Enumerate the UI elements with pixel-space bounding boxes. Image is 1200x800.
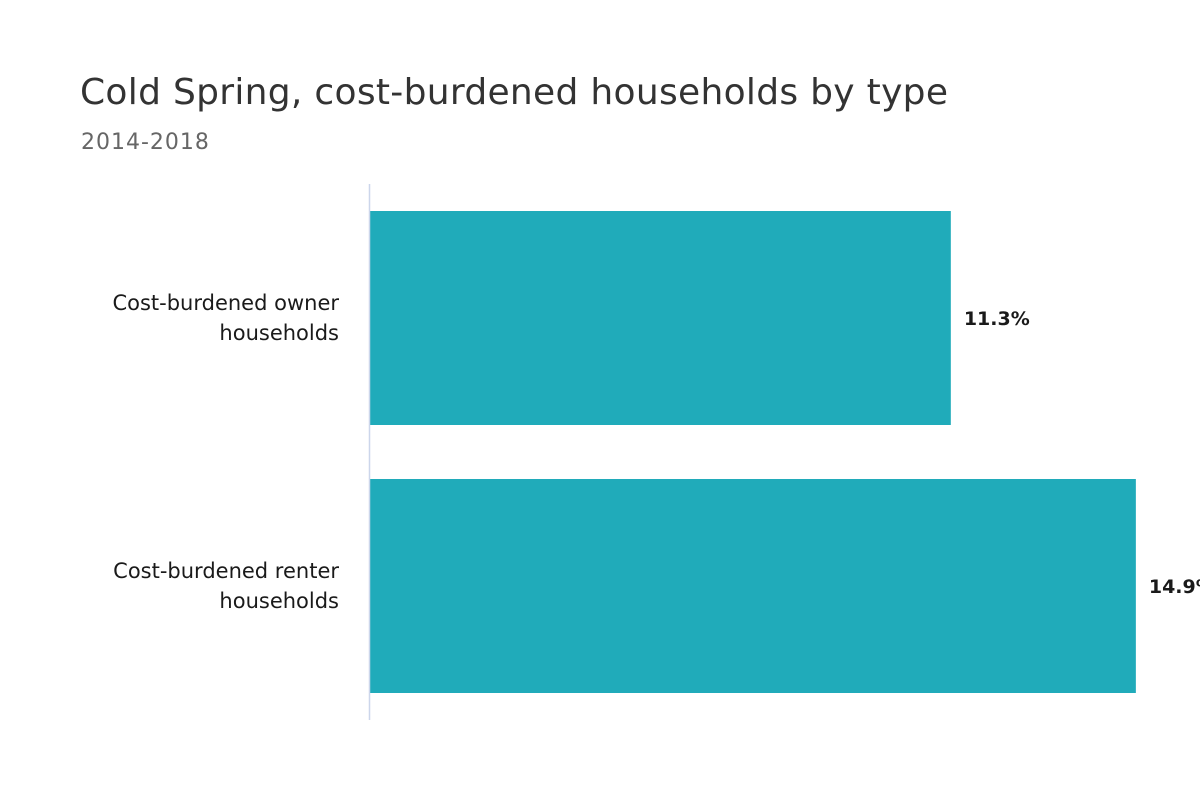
data-label-1: 14.9%: [1149, 576, 1200, 598]
category-label-1: Cost-burdened renter households: [113, 559, 339, 613]
data-label-0: 11.3%: [964, 308, 1030, 330]
category-label-0: Cost-burdened owner households: [112, 291, 339, 345]
chart-subtitle: 2014-2018: [81, 130, 210, 155]
bar-1: [370, 479, 1136, 693]
bar-0: [370, 211, 951, 425]
chart-title: Cold Spring, cost-burdened households by…: [80, 72, 949, 113]
